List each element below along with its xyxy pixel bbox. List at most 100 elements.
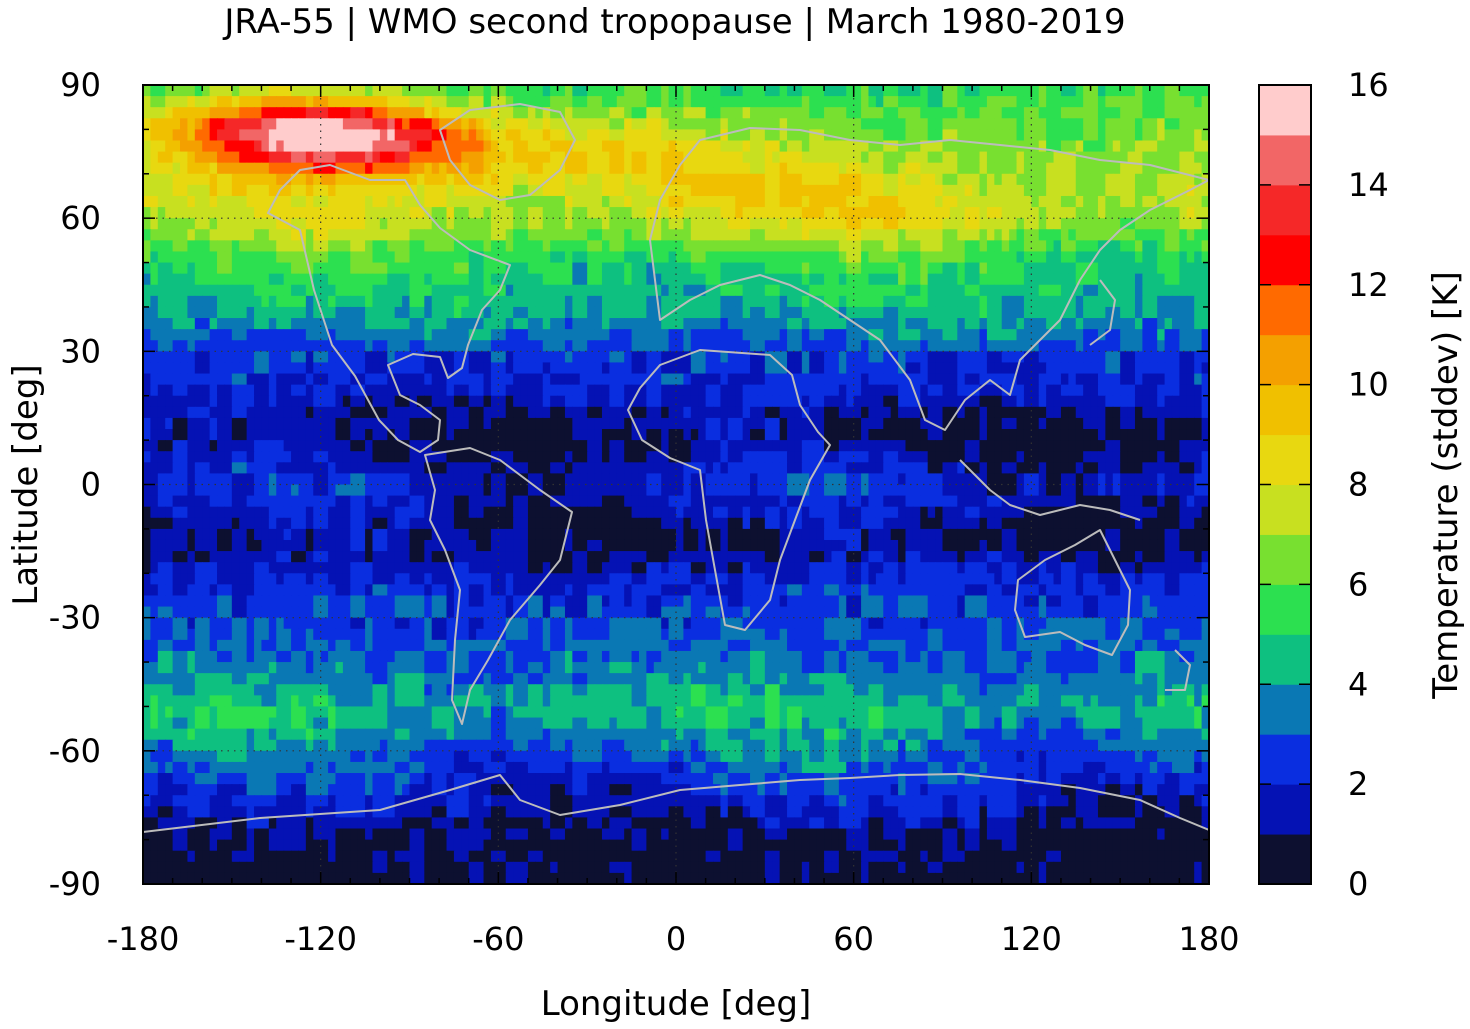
heatmap-cell: [1149, 273, 1158, 286]
heatmap-cell: [416, 340, 425, 352]
heatmap-cell: [772, 351, 781, 364]
heatmap-cell: [187, 429, 196, 441]
heatmap-cell: [187, 218, 196, 230]
heatmap-cell: [609, 284, 618, 297]
heatmap-cell: [1149, 451, 1158, 463]
heatmap-cell: [1164, 118, 1173, 130]
heatmap-cell: [172, 218, 181, 230]
heatmap-cell: [1120, 251, 1129, 264]
heatmap-cell: [935, 451, 944, 463]
heatmap-cell: [1112, 118, 1121, 130]
heatmap-cell: [638, 85, 647, 97]
heatmap-cell: [1097, 240, 1106, 253]
heatmap-cell: [557, 240, 566, 253]
heatmap-cell: [1083, 173, 1092, 186]
heatmap-cell: [638, 218, 647, 230]
heatmap-cell: [898, 151, 907, 164]
heatmap-cell: [986, 229, 995, 241]
heatmap-cell: [483, 451, 492, 463]
heatmap-cell: [690, 184, 699, 197]
heatmap-cell: [1053, 417, 1062, 430]
heatmap-cell: [217, 173, 226, 186]
heatmap-cell: [572, 251, 581, 264]
heatmap-cell: [957, 140, 966, 153]
heatmap-cell: [1023, 417, 1032, 430]
heatmap-cell: [357, 96, 366, 108]
heatmap-cell: [927, 262, 936, 275]
heatmap-cell: [935, 273, 944, 286]
heatmap-cell: [683, 384, 692, 397]
heatmap-cell: [379, 107, 388, 119]
heatmap-cell: [875, 440, 884, 452]
heatmap-cell: [409, 406, 418, 419]
heatmap-cell: [979, 406, 988, 419]
heatmap-cell: [217, 306, 226, 319]
heatmap-cell: [831, 173, 840, 186]
heatmap-cell: [557, 151, 566, 164]
heatmap-cell: [490, 429, 499, 441]
heatmap-cell: [764, 218, 773, 230]
heatmap-cell: [550, 251, 559, 264]
heatmap-cell: [690, 107, 699, 119]
heatmap-cell: [224, 384, 233, 397]
heatmap-cell: [246, 129, 255, 142]
heatmap-cell: [402, 329, 411, 341]
heatmap-cell: [957, 162, 966, 175]
heatmap-cell: [720, 262, 729, 275]
heatmap-cell: [994, 173, 1003, 186]
heatmap-cell: [883, 295, 892, 308]
heatmap-cell: [601, 240, 610, 253]
heatmap-cell: [365, 384, 374, 397]
heatmap-cell: [350, 440, 359, 452]
heatmap-cell: [964, 295, 973, 308]
heatmap-cell: [550, 384, 559, 397]
heatmap-cell: [1142, 229, 1151, 241]
heatmap-cell: [609, 340, 618, 352]
heatmap-cell: [268, 229, 277, 241]
heatmap-cell: [254, 295, 263, 308]
heatmap-cell: [476, 173, 485, 186]
heatmap-cell: [890, 429, 899, 441]
heatmap-cell: [698, 207, 707, 219]
heatmap-cell: [187, 262, 196, 275]
heatmap-cell: [638, 96, 647, 108]
heatmap-cell: [653, 406, 662, 419]
heatmap-cell: [246, 340, 255, 352]
heatmap-cell: [276, 140, 285, 153]
heatmap-cell: [883, 273, 892, 286]
heatmap-cell: [1009, 451, 1018, 463]
heatmap-cell: [261, 295, 270, 308]
heatmap-cell: [631, 406, 640, 419]
heatmap-cell: [513, 417, 522, 430]
heatmap-cell: [298, 162, 307, 175]
heatmap-cell: [846, 273, 855, 286]
heatmap-cell: [379, 118, 388, 130]
heatmap-cell: [972, 96, 981, 108]
heatmap-cell: [1194, 273, 1203, 286]
heatmap-cell: [594, 429, 603, 441]
heatmap-cell: [365, 329, 374, 341]
heatmap-cell: [357, 306, 366, 319]
heatmap-cell: [1149, 173, 1158, 186]
heatmap-cell: [838, 207, 847, 219]
heatmap-cell: [616, 218, 625, 230]
heatmap-cell: [927, 184, 936, 197]
heatmap-cell: [342, 340, 351, 352]
heatmap-cell: [180, 318, 189, 330]
heatmap-cell: [550, 462, 559, 475]
heatmap-cell: [1097, 85, 1106, 97]
heatmap-cell: [416, 229, 425, 241]
heatmap-cell: [927, 218, 936, 230]
heatmap-cell: [513, 96, 522, 108]
heatmap-cell: [750, 184, 759, 197]
heatmap-cell: [735, 429, 744, 441]
heatmap-cell: [972, 207, 981, 219]
heatmap-cell: [757, 129, 766, 142]
heatmap-cell: [224, 162, 233, 175]
heatmap-cell: [365, 362, 374, 375]
heatmap-cell: [868, 406, 877, 419]
heatmap-cell: [409, 129, 418, 142]
heatmap-cell: [1127, 184, 1136, 197]
heatmap-cell: [1157, 373, 1166, 386]
heatmap-cell: [653, 162, 662, 175]
